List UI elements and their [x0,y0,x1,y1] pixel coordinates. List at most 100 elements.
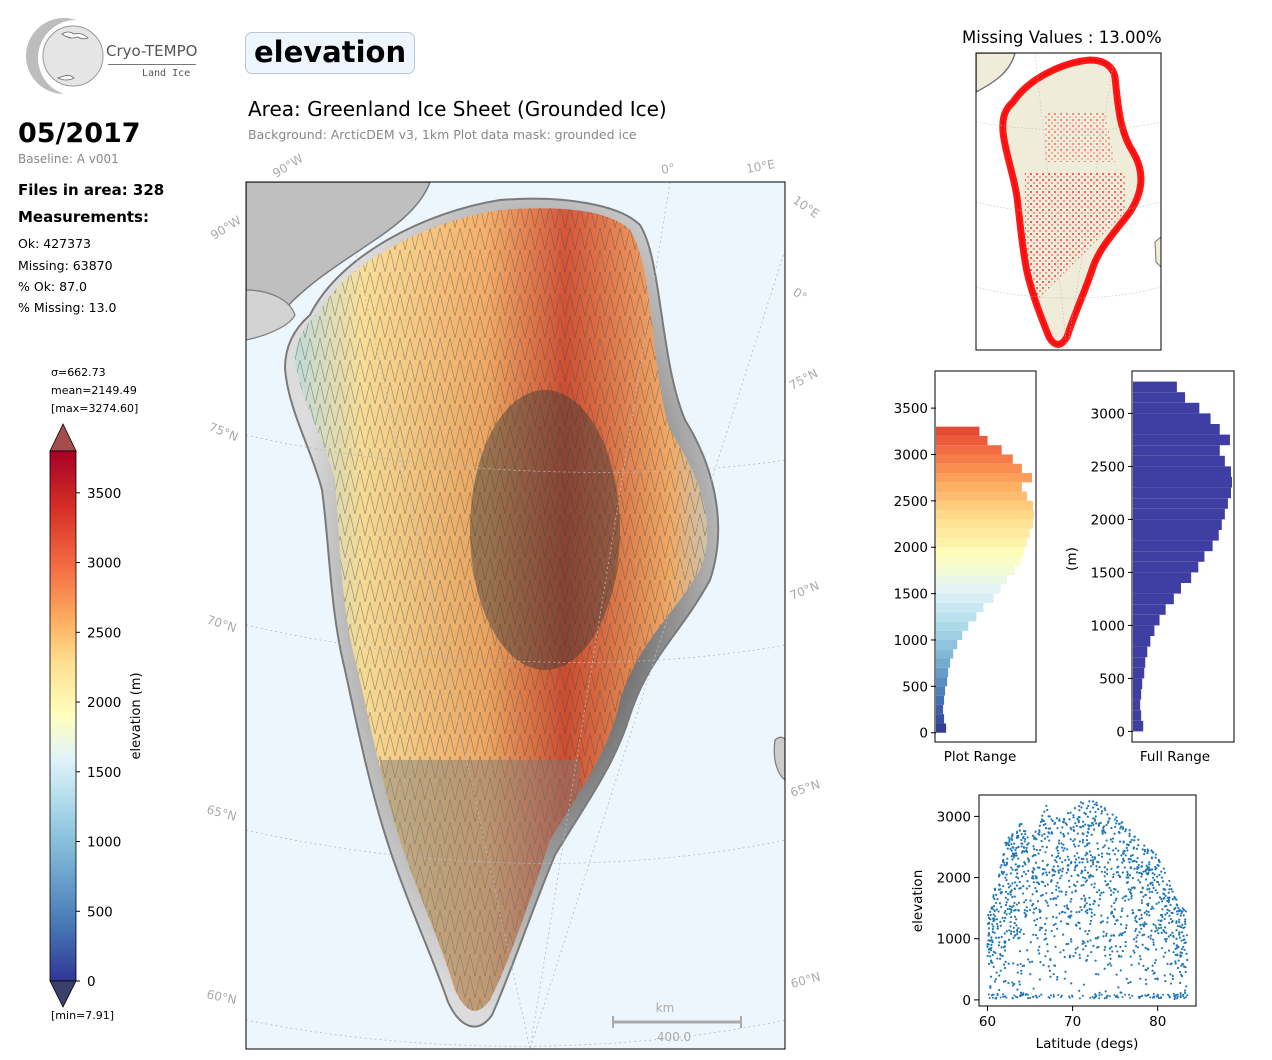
scatter-point [1137,838,1140,841]
scatter-point [1163,974,1166,977]
scatter-point [1021,993,1024,996]
scatter-point [1163,938,1167,941]
scatter-point [1097,808,1100,811]
scatter-point [993,888,997,892]
scatter-point [1046,950,1049,953]
scatter-point [1124,945,1127,948]
scatter-point [1029,973,1032,976]
scatter-point [1154,853,1157,856]
scatter-point [1034,861,1038,864]
scatter-point [1094,996,1097,999]
scatter-point [1084,869,1087,872]
scatter-point [1113,901,1116,905]
hist-plot-range-bar [936,575,1007,585]
scatter-point [1169,933,1172,937]
scatter-point [1073,868,1076,872]
scatter-point [1165,940,1168,943]
scatter-point [1147,902,1150,905]
scatter-point [1074,951,1077,954]
scatter-point [1023,840,1026,843]
scatter-point [1140,927,1143,930]
scatter-ytick-label: 2000 [937,871,971,887]
scatter-point [1078,927,1082,930]
scatter-point [1155,902,1158,905]
hist-plot-range-bar [936,612,977,622]
scatter-point [1179,926,1183,929]
scatter-point [1013,982,1016,986]
scatter-point [1089,919,1093,922]
scatter-point [1131,912,1134,915]
scatter-point [1003,940,1006,943]
scatter-point [1080,897,1083,900]
scatter-point [1141,943,1144,946]
scatter-point [994,978,997,981]
map-frame [245,181,786,1050]
scatter-point [1001,872,1004,876]
scatter-point [992,895,995,899]
scatter-point [1063,818,1066,821]
scatter-point [1004,916,1007,920]
scatter-point [1117,986,1120,989]
scatter-point [1126,870,1129,874]
scatter-point [1086,911,1089,915]
scatter-point [1175,898,1178,901]
scatter-point [996,897,999,901]
scatter-point [1036,996,1039,999]
scatter-point [1083,904,1087,907]
scatter-point [1110,934,1113,937]
scatter-point [1046,883,1049,886]
scatter-point [1075,824,1078,827]
scatter-point [1092,944,1095,947]
scatter-point [1095,801,1098,804]
scatter-point [997,875,1001,878]
scatter-point [1028,908,1031,911]
hist-full-range-ytick-label: 2000 [1091,512,1125,528]
scatter-point [1017,901,1021,904]
scatter-point [1078,956,1081,960]
scatter-point [1161,915,1164,919]
scatter-point [1020,845,1023,848]
scatter-point [1070,910,1073,913]
hist-full-range-bar [1133,466,1231,477]
scatter-point [1182,926,1185,930]
scatter-point [1085,858,1088,861]
hist-plot-range-xlabel: Plot Range [944,749,1017,765]
scatter-point [1072,826,1075,829]
scatter-point [1105,884,1108,887]
scatter-point [1070,874,1073,878]
scatter-point [1135,847,1138,850]
scatter-point [1105,932,1108,935]
logo-mark [26,18,106,96]
hist-full-range-ytick-label: 500 [1099,671,1125,687]
hist-full-range-bar [1133,572,1192,583]
scatter-point [988,933,991,936]
scatter-point [1086,940,1089,943]
scatter-point [1108,995,1111,998]
scatter-point [1048,969,1051,972]
scatter-point [1049,975,1052,978]
hist-full-range-bar [1133,402,1200,414]
scatter-point [1097,823,1100,826]
scatter-point [1024,873,1028,876]
hist-plot-range-ytick-label: 2000 [894,540,928,556]
scatter-point [1053,822,1056,826]
scatter-point [1018,983,1021,986]
scatter-point [1098,865,1101,869]
scatter-point [1079,905,1082,909]
scatter-point [1093,857,1096,860]
inset-missing-rim [999,56,1145,348]
scatter-point [992,950,995,953]
scatter-point [1129,841,1132,844]
scatter-point [1005,843,1008,847]
scatter-point [1144,878,1148,881]
scatter-point [1146,851,1149,855]
lat-label-60-left: 60°N [205,987,237,1007]
scatter-point [1032,902,1035,906]
scatter-point [995,918,999,921]
colorbar-tick-label: 500 [87,904,113,920]
scatter-point [994,901,998,905]
scatter-point [1043,832,1046,836]
scatter-point [1147,910,1150,913]
scatter-point [1082,883,1085,887]
scatter-point [1038,945,1041,948]
